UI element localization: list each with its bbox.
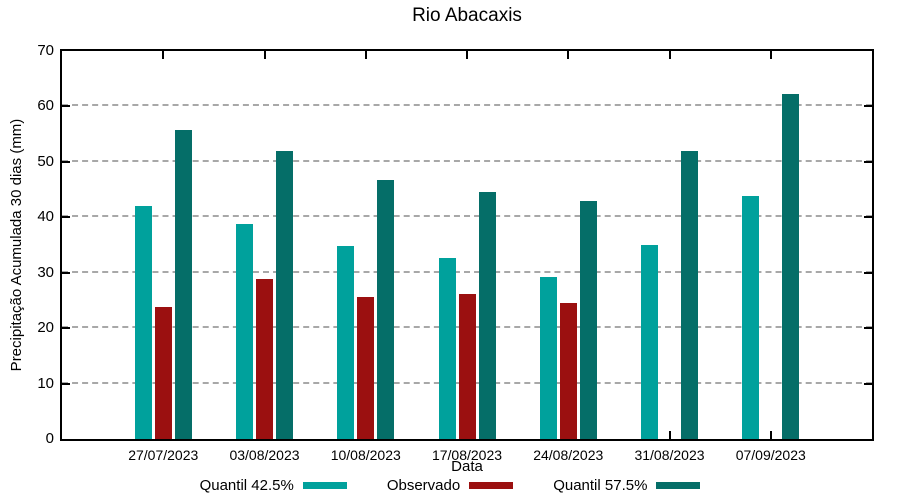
legend-item: Quantil 57.5% bbox=[553, 477, 701, 494]
bar bbox=[559, 303, 577, 439]
x-tick-mark bbox=[769, 431, 772, 439]
x-tick-mark bbox=[668, 431, 671, 439]
y-tick-label: 10 bbox=[37, 374, 54, 392]
gridline bbox=[62, 215, 872, 218]
y-tick-label: 40 bbox=[37, 208, 54, 226]
gridline bbox=[62, 159, 872, 162]
legend-item: Observado bbox=[386, 477, 514, 494]
x-tick-mark bbox=[466, 51, 468, 59]
legend-label: Observado bbox=[386, 477, 461, 494]
bar-group bbox=[641, 151, 698, 439]
bar-group bbox=[236, 151, 293, 439]
legend-item: Quantil 42.5% bbox=[200, 477, 347, 494]
x-tick-label: 07/09/2023 bbox=[735, 447, 806, 463]
bar bbox=[236, 223, 253, 439]
bar-group bbox=[337, 179, 395, 439]
bar-group bbox=[438, 192, 496, 439]
y-tick-mark bbox=[864, 327, 872, 330]
x-tick-label: 24/08/2023 bbox=[533, 447, 604, 463]
x-tick-mark bbox=[364, 51, 367, 59]
bar bbox=[641, 245, 658, 439]
legend: Quantil 42.5% Observado Quantil 57.5% bbox=[0, 477, 900, 494]
bar bbox=[438, 257, 456, 439]
bar bbox=[539, 276, 557, 439]
x-tick-label: 27/07/2023 bbox=[128, 447, 199, 463]
bar bbox=[478, 192, 496, 439]
legend-swatch bbox=[469, 482, 514, 489]
bar bbox=[256, 278, 273, 439]
x-tick-mark bbox=[668, 51, 671, 59]
y-tick-mark bbox=[864, 271, 872, 274]
y-tick-mark bbox=[864, 105, 872, 108]
y-tick-label: 0 bbox=[45, 430, 54, 447]
bar bbox=[357, 297, 375, 439]
y-tick-label: 30 bbox=[37, 263, 54, 281]
y-tick-mark bbox=[62, 382, 70, 385]
y-tick-mark bbox=[864, 216, 872, 219]
plot-area bbox=[60, 49, 874, 441]
y-tick-mark bbox=[62, 216, 70, 219]
x-tick-label: 10/08/2023 bbox=[330, 447, 401, 463]
y-tick-label: 50 bbox=[37, 152, 54, 170]
bar bbox=[579, 200, 597, 439]
bar bbox=[174, 129, 192, 439]
gridline bbox=[62, 270, 872, 273]
y-tick-mark bbox=[62, 271, 70, 274]
bar bbox=[782, 93, 800, 439]
y-tick-label: 70 bbox=[37, 42, 54, 59]
bar-group bbox=[742, 93, 800, 439]
legend-swatch bbox=[302, 482, 347, 489]
bar bbox=[337, 245, 355, 439]
bar-group bbox=[134, 129, 192, 439]
x-tick-mark bbox=[263, 51, 266, 59]
legend-label: Quantil 42.5% bbox=[199, 477, 294, 494]
legend-swatch bbox=[656, 482, 701, 489]
x-tick-label: 03/08/2023 bbox=[229, 447, 300, 463]
y-tick-mark bbox=[62, 105, 70, 108]
x-axis-title: Data bbox=[451, 458, 483, 475]
bar bbox=[458, 293, 476, 439]
x-tick-mark bbox=[769, 51, 772, 59]
y-tick-mark bbox=[864, 382, 872, 385]
y-tick-mark bbox=[62, 160, 70, 163]
x-tick-mark bbox=[567, 51, 570, 59]
y-tick-label: 60 bbox=[37, 97, 54, 115]
x-tick-label: 31/08/2023 bbox=[634, 447, 705, 463]
bar-group bbox=[539, 200, 597, 439]
bar bbox=[742, 196, 760, 439]
bar bbox=[276, 151, 293, 439]
x-tick-label: 17/08/2023 bbox=[431, 447, 503, 463]
legend-label: Quantil 57.5% bbox=[553, 477, 648, 494]
y-tick-label: 20 bbox=[37, 319, 54, 337]
bar bbox=[377, 179, 395, 439]
y-tick-mark bbox=[864, 160, 872, 163]
x-tick-mark bbox=[162, 51, 165, 59]
gridline bbox=[62, 104, 872, 107]
bar bbox=[681, 151, 698, 439]
bar bbox=[154, 307, 172, 439]
y-tick-mark bbox=[62, 327, 70, 330]
chart-title: Rio Abacaxis bbox=[412, 5, 522, 26]
bar bbox=[134, 205, 152, 439]
